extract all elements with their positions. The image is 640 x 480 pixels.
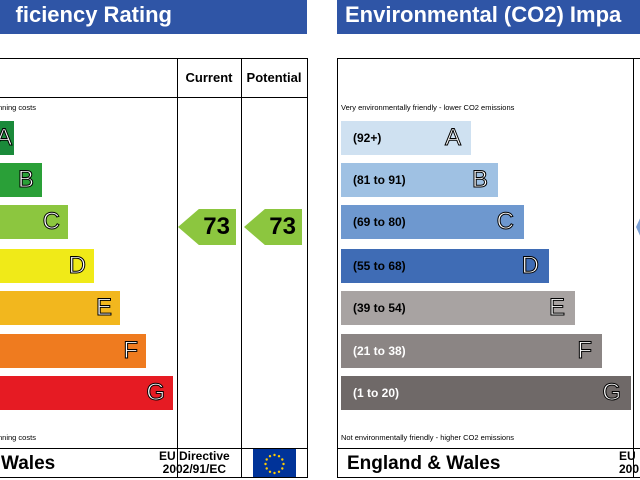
impact-band-a: (92+) A [341, 121, 471, 155]
efficiency-band-a: A [0, 121, 14, 155]
band-range: (21 to 38) [353, 344, 406, 358]
potential-rating-arrow: 73 [244, 209, 302, 245]
band-letter: D [521, 252, 539, 280]
current-rating-value: 73 [203, 213, 230, 240]
impact-band-e: (39 to 54) E [341, 291, 575, 325]
bottom-note: nning costs [0, 433, 36, 442]
potential-column-header: Potential [246, 70, 302, 85]
eu-directive-label: EU Directive 2002/91/EC [159, 450, 230, 476]
energy-efficiency-title-bar: ficiency Rating [0, 0, 307, 34]
environmental-impact-panel: Very environmentally friendly - lower CO… [337, 58, 640, 478]
footer-divider [338, 448, 640, 449]
environmental-impact-title-bar: Environmental (CO2) Impa [337, 0, 640, 34]
impact-band-g: (1 to 20) G [341, 376, 631, 410]
band-letter: G [146, 379, 166, 407]
efficiency-band-b: B [0, 163, 42, 197]
column-divider [241, 59, 242, 477]
band-letter: F [577, 337, 593, 365]
efficiency-band-e: E [0, 291, 120, 325]
impact-band-d: (55 to 68) D [341, 249, 549, 283]
band-letter: A [0, 121, 13, 155]
current-rating-arrow: 73 [178, 209, 236, 245]
band-letter: F [123, 337, 139, 365]
band-letter: C [42, 208, 60, 236]
eu-directive-line1: EU Directive [159, 449, 230, 463]
efficiency-band-g: G [0, 376, 173, 410]
band-range: (55 to 68) [353, 259, 406, 273]
environmental-impact-title: Environmental (CO2) Impa [345, 2, 622, 27]
band-letter: D [68, 252, 86, 280]
energy-efficiency-panel: Current Potential nning costs ABCDEFG nn… [0, 58, 308, 478]
band-range: (92+) [353, 131, 382, 145]
efficiency-band-f: F [0, 334, 146, 368]
region-label: England & Wales [347, 453, 501, 474]
eu-directive-line1: EU [619, 449, 636, 463]
eu-directive-line2: 2002/91/EC [162, 462, 227, 476]
impact-band-c: (69 to 80) C [341, 205, 524, 239]
eu-directive-line2: 200 [619, 462, 640, 476]
efficiency-band-d: D [0, 249, 94, 283]
current-column-header: Current [185, 70, 233, 85]
band-letter: G [602, 379, 622, 407]
column-divider [633, 59, 634, 477]
current-impact-arrow [636, 209, 640, 245]
band-letter: E [548, 294, 565, 322]
band-letter: A [444, 124, 461, 152]
potential-rating-value: 73 [269, 213, 296, 240]
eu-flag-icon [253, 449, 296, 477]
impact-band-b: (81 to 91) B [341, 163, 498, 197]
band-letter: E [95, 294, 112, 322]
top-note: Very environmentally friendly - lower CO… [341, 103, 515, 112]
efficiency-band-c: C [0, 205, 68, 239]
top-note: nning costs [0, 103, 36, 112]
band-range: (69 to 80) [353, 215, 406, 229]
footer-divider [0, 448, 307, 449]
impact-band-f: (21 to 38) F [341, 334, 602, 368]
band-letter: B [471, 166, 488, 194]
energy-efficiency-title: ficiency Rating [15, 2, 172, 27]
bottom-note: Not environmentally friendly - higher CO… [341, 433, 514, 442]
band-range: (1 to 20) [353, 386, 400, 400]
header-divider [0, 97, 307, 98]
column-divider [177, 59, 178, 477]
region-label: Wales [1, 453, 56, 474]
band-letter: C [496, 208, 514, 236]
band-letter: B [17, 166, 34, 194]
band-range: (81 to 91) [353, 173, 406, 187]
band-range: (39 to 54) [353, 301, 406, 315]
eu-directive-label: EU 200 [619, 450, 639, 476]
